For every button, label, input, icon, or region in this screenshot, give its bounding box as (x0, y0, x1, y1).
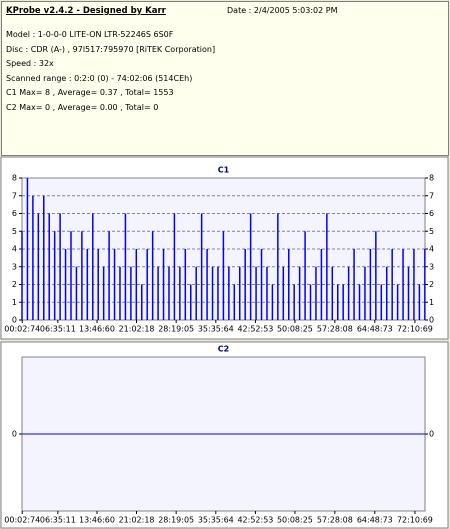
x-tick-label: 64:48:73 (357, 516, 393, 525)
y-tick-label-right: 3 (429, 262, 434, 271)
y-tick-label: 1 (12, 298, 17, 307)
info-line: Disc : CDR (A-) , 97l517:795970 [RiTEK C… (6, 44, 216, 54)
y-tick-label-right: 5 (429, 227, 434, 236)
x-tick-label: 00:02:74 (4, 325, 40, 334)
y-tick-label-right: 1 (429, 298, 434, 307)
y-tick-label-right: 2 (429, 280, 434, 289)
x-tick-label: 42:52:53 (237, 516, 273, 525)
y-tick-label: 3 (12, 262, 17, 271)
x-tick-label: 64:48:73 (357, 325, 393, 334)
x-tick-label: 13:46:60 (79, 325, 115, 334)
x-tick-label: 35:35:64 (198, 325, 234, 334)
y-tick-label: 6 (12, 209, 17, 218)
info-line: Model : 1-0-0-0 LITE-ON LTR-52246S 6S0F (6, 30, 174, 39)
scan-date: Date : 2/4/2005 5:03:02 PM (227, 6, 338, 15)
x-tick-label: 28:19:05 (158, 516, 194, 525)
y-tick-label: 0 (12, 430, 17, 439)
y-tick-label: 8 (12, 174, 17, 183)
info-line: Scanned range : 0:2:0 (0) - 74:02:06 (51… (6, 73, 193, 83)
x-tick-label: 00:02:74 (4, 516, 40, 525)
info-panel: KProbe v2.4.2 - Designed by Karr Date : … (1, 1, 449, 156)
x-tick-label: 13:46:60 (79, 516, 115, 525)
chart-title: C1 (218, 166, 230, 175)
y-tick-label-right: 7 (429, 191, 434, 200)
x-tick-label: 57:28:08 (317, 516, 353, 525)
y-tick-label-right: 0 (429, 316, 434, 325)
info-line: Speed : 32x (6, 59, 54, 68)
y-tick-label-right: 6 (429, 209, 434, 218)
x-tick-label: 50:08:25 (277, 516, 313, 525)
info-line: C2 Max= 0 , Average= 0.00 , Total= 0 (6, 102, 159, 112)
y-tick-label-right: 0 (429, 430, 434, 439)
x-tick-label: 21:02:18 (119, 516, 155, 525)
x-tick-label: 57:28:08 (317, 325, 353, 334)
x-tick-label: 35:35:64 (198, 516, 234, 525)
app-title: KProbe v2.4.2 - Designed by Karr (6, 6, 166, 16)
y-tick-label: 4 (12, 245, 17, 254)
x-tick-label: 72:10:69 (397, 325, 433, 334)
x-tick-label: 06:35:11 (40, 325, 76, 334)
y-tick-label: 5 (12, 227, 17, 236)
x-tick-label: 50:08:25 (277, 325, 313, 334)
x-tick-label: 21:02:18 (119, 325, 155, 334)
y-tick-label: 0 (12, 316, 17, 325)
x-tick-label: 72:10:69 (397, 516, 433, 525)
x-tick-label: 06:35:11 (40, 516, 76, 525)
y-tick-label: 2 (12, 280, 17, 289)
x-tick-label: 42:52:53 (237, 325, 273, 334)
y-tick-label-right: 4 (429, 245, 434, 254)
x-tick-label: 28:19:05 (158, 325, 194, 334)
info-line: C1 Max= 8 , Average= 0.37 , Total= 1553 (6, 88, 174, 97)
y-tick-label-right: 8 (429, 174, 434, 183)
y-tick-label: 7 (12, 191, 17, 200)
chart-title: C2 (218, 345, 229, 354)
